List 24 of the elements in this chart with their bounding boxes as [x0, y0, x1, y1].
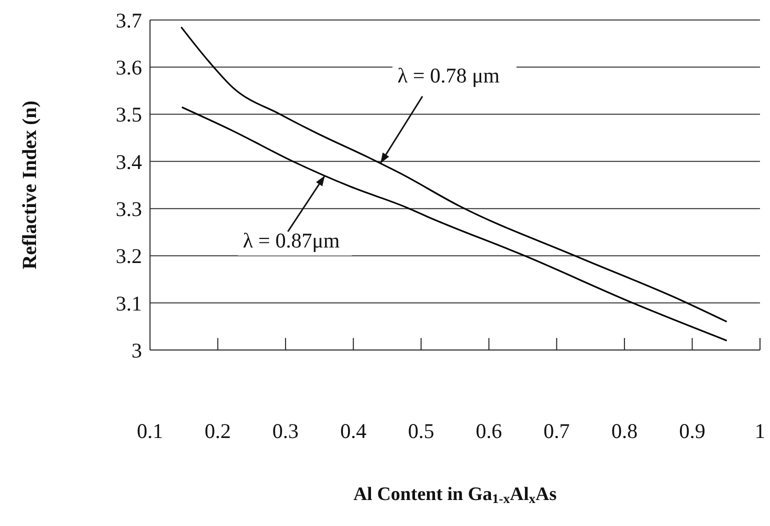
y-tick-label: 3.1: [116, 291, 142, 316]
x-tick-label: 0.5: [408, 419, 434, 443]
y-tick-label: 3.5: [116, 102, 142, 127]
line-series: [181, 106, 728, 342]
x-tick-label: 0.4: [340, 419, 367, 443]
x-tick-label: 1: [754, 419, 766, 443]
x-tick-label: 0.6: [476, 419, 502, 443]
x-tick-label: 0.9: [679, 419, 706, 443]
annotation: λ = 0.87μm: [242, 228, 340, 253]
y-tick-label: 3.3: [116, 197, 142, 222]
y-tick-label: 3.2: [116, 244, 142, 268]
y-tick-label: 3.7: [116, 8, 142, 32]
x-tick-label: 0.8: [611, 419, 638, 443]
y-axis-title: Reflactive Index (n): [19, 100, 41, 270]
x-tick-label: 0.1: [136, 419, 164, 443]
x-tick-label: 0.7: [544, 419, 570, 443]
annotation: λ = 0.78 μm: [397, 63, 500, 88]
y-tick-label: 3: [132, 338, 142, 362]
y-tick-label: 3.4: [116, 150, 142, 174]
line-series: [180, 26, 728, 323]
x-axis-title: Al Content in Ga$_{1-x}$Al$_{x}$As: [353, 484, 557, 506]
x-tick-label: 0.2: [204, 419, 231, 443]
x-tick-label: 0.3: [272, 419, 299, 443]
y-tick-label: 3.6: [116, 56, 142, 80]
